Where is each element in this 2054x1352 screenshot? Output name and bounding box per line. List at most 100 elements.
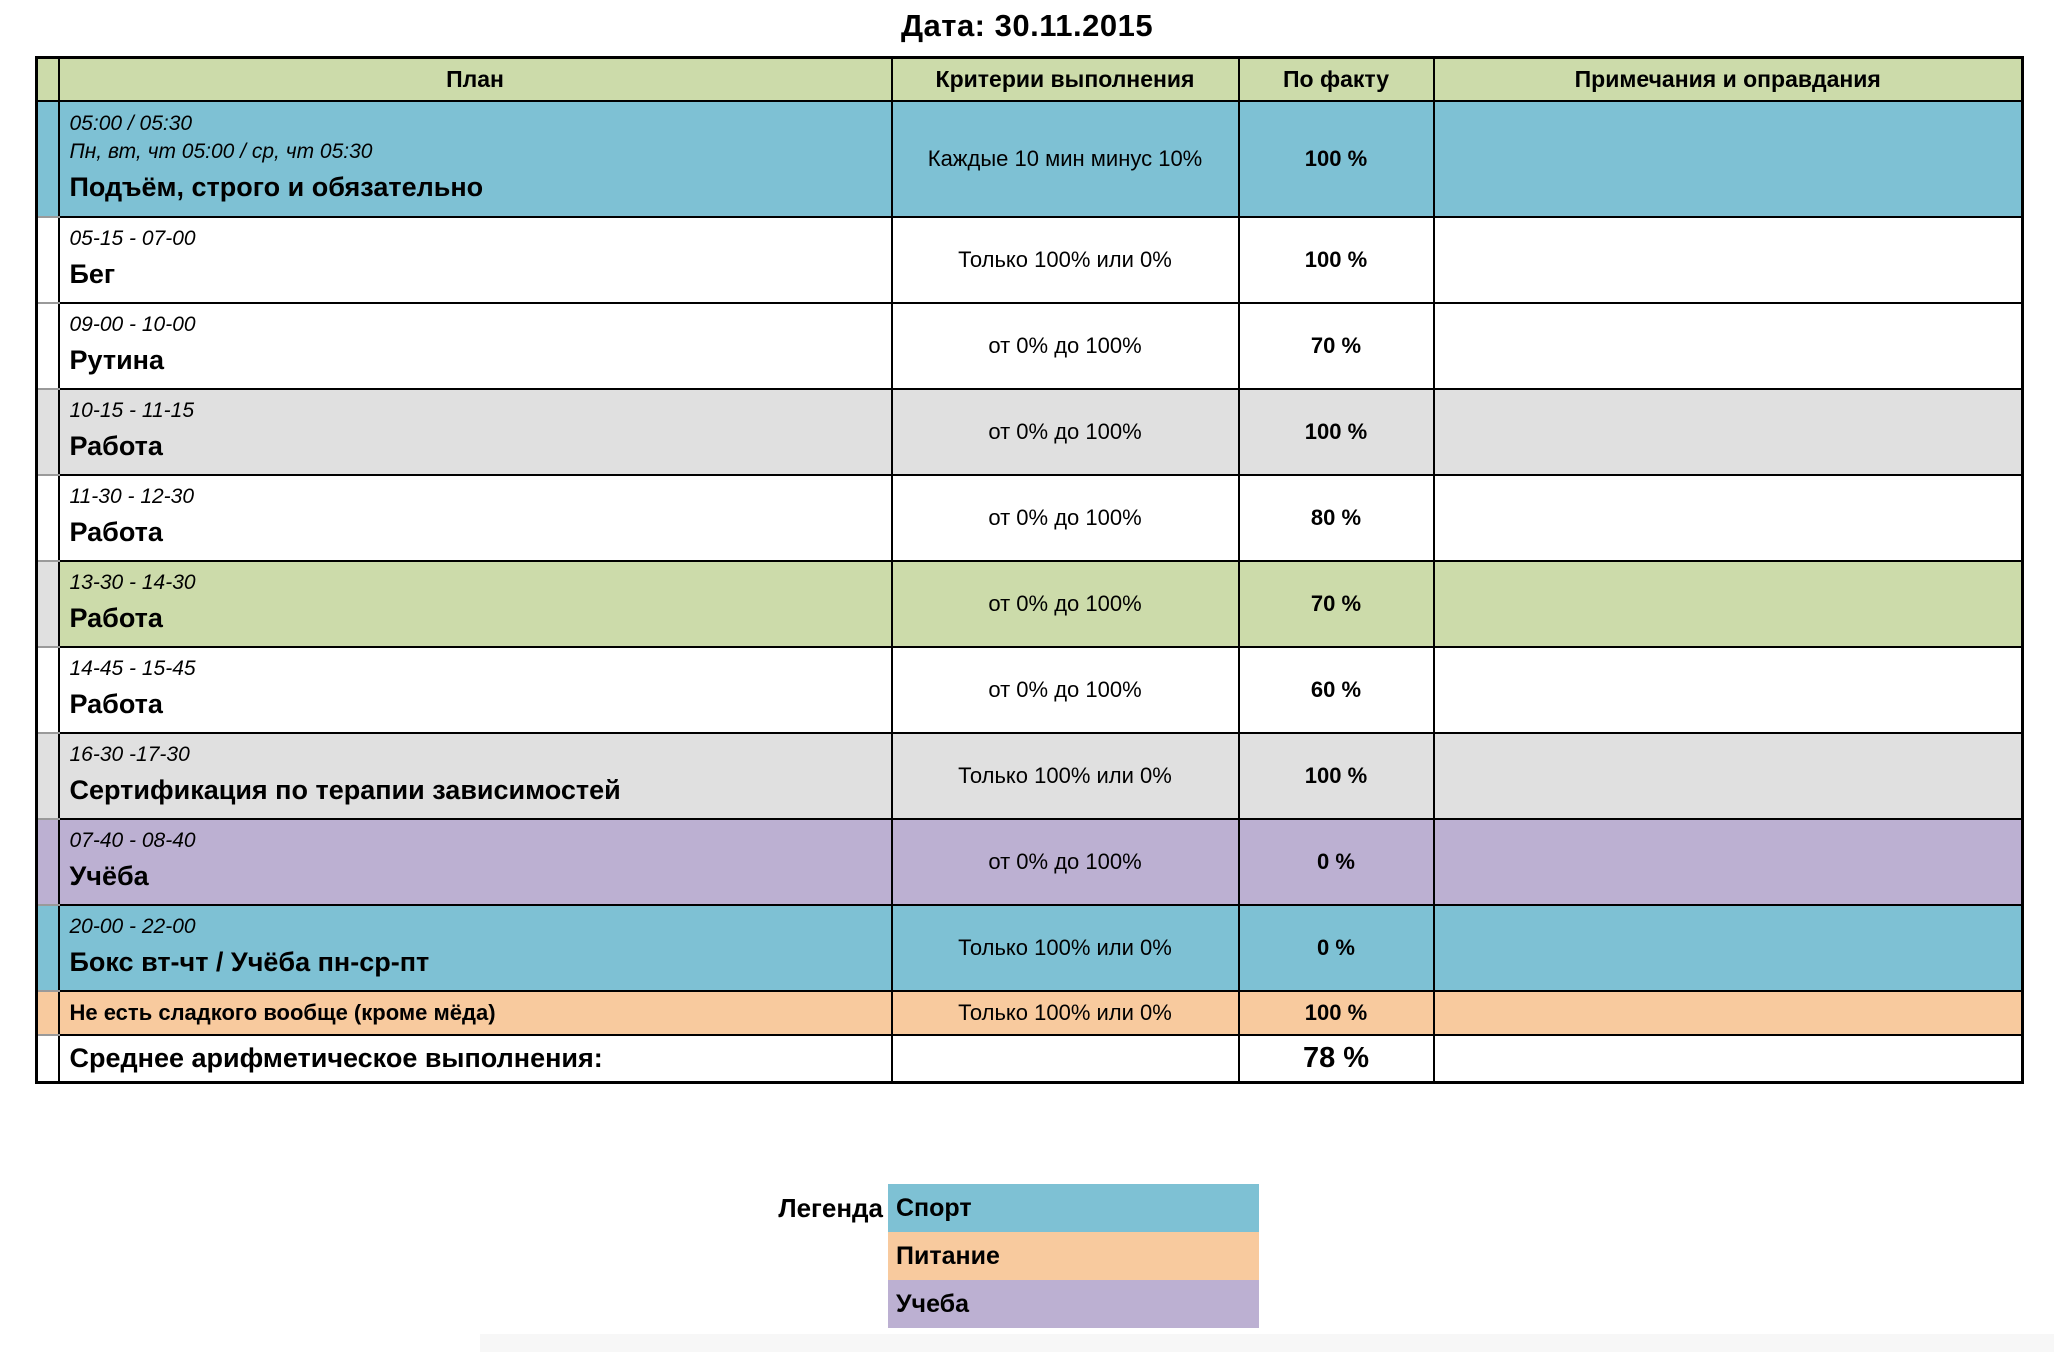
fact-cell: 100 % [1237,99,1435,218]
category-band [35,817,60,906]
notes-cell [1432,473,2024,562]
legend-items: Спорт Питание Учеба [888,1184,1259,1328]
task-name: Учёба [69,860,149,891]
task-name: Работа [69,688,163,719]
criteria-cell: от 0% до 100% [890,645,1240,734]
criteria-cell: Только 100% или 0% [890,989,1240,1036]
fact-cell: 100 % [1237,387,1435,476]
header-fact: По факту [1237,56,1435,102]
plan-cell: 05-15 - 07-00 Бег [57,215,893,304]
table-row: 14-45 - 15-45 Работа от 0% до 100% 60 % [35,645,2024,734]
task-name: Рутина [69,344,165,375]
task-name: Работа [69,602,163,633]
table-row: 11-30 - 12-30 Работа от 0% до 100% 80 % [35,473,2024,562]
notes-cell [1432,645,2024,734]
time-range: 10-15 - 11-15 [69,398,195,422]
notes-cell [1432,301,2024,390]
time-range: 09-00 - 10-00 [69,312,196,336]
legend-item: Спорт [888,1184,1259,1232]
task-name: Работа [69,516,163,547]
time-range: 14-45 - 15-45 [69,656,196,680]
table-row: 09-00 - 10-00 Рутина от 0% до 100% 70 % [35,301,2024,390]
time-range: 13-30 - 14-30 [69,570,196,594]
summary-notes-cell [1432,1033,2024,1084]
notes-cell [1432,989,2024,1036]
category-band [35,731,60,820]
plan-cell: 11-30 - 12-30 Работа [57,473,893,562]
time-range: 05-15 - 07-00 [69,226,196,250]
plan-cell: 14-45 - 15-45 Работа [57,645,893,734]
plan-table: План Критерии выполнения По факту Примеч… [35,56,2024,1084]
category-band [35,559,60,648]
time-range-2: Пн, вт, чт 05:00 / ср, чт 05:30 [69,139,373,163]
table-row: 16-30 -17-30 Сертификация по терапии зав… [35,731,2024,820]
fact-cell: 70 % [1237,301,1435,390]
time-range: 07-40 - 08-40 [69,828,196,852]
fact-cell: 60 % [1237,645,1435,734]
table-row: 05-15 - 07-00 Бег Только 100% или 0% 100… [35,215,2024,304]
fact-cell: 0 % [1237,903,1435,992]
notes-cell [1432,903,2024,992]
criteria-cell: Только 100% или 0% [890,903,1240,992]
time-range: 11-30 - 12-30 [69,484,195,508]
notes-cell [1432,215,2024,304]
notes-cell [1432,99,2024,218]
table-row: 20-00 - 22-00 Бокс вт-чт / Учёба пн-ср-п… [35,903,2024,992]
header-band-cell [35,56,60,102]
summary-criteria-cell [890,1033,1240,1084]
fact-cell: 0 % [1237,817,1435,906]
criteria-cell: Каждые 10 мин минус 10% [890,99,1240,218]
task-name: Бокс вт-чт / Учёба пн-ср-пт [69,946,430,977]
plan-cell: 05:00 / 05:30 Пн, вт, чт 05:00 / ср, чт … [57,99,893,218]
plan-cell: 10-15 - 11-15 Работа [57,387,893,476]
category-band [35,645,60,734]
legend-item: Питание [888,1232,1259,1280]
legend-item: Учеба [888,1280,1259,1328]
header-row: План Критерии выполнения По факту Примеч… [35,56,2024,102]
table-row: 10-15 - 11-15 Работа от 0% до 100% 100 % [35,387,2024,476]
criteria-cell: Только 100% или 0% [890,731,1240,820]
plan-cell: 16-30 -17-30 Сертификация по терапии зав… [57,731,893,820]
bottom-strip [480,1334,2054,1352]
notes-cell [1432,559,2024,648]
task-name: Не есть сладкого вообще (кроме мёда) [69,999,496,1025]
fact-cell: 80 % [1237,473,1435,562]
header-notes: Примечания и оправдания [1432,56,2024,102]
criteria-cell: от 0% до 100% [890,387,1240,476]
plan-cell: 13-30 - 14-30 Работа [57,559,893,648]
criteria-cell: от 0% до 100% [890,559,1240,648]
plan-cell: 07-40 - 08-40 Учёба [57,817,893,906]
fact-cell: 70 % [1237,559,1435,648]
notes-cell [1432,731,2024,820]
category-band [35,989,60,1036]
time-range: 05:00 / 05:30 [69,111,193,135]
category-band [35,473,60,562]
page-title: Дата: 30.11.2015 [900,8,1154,43]
table-row: 13-30 - 14-30 Работа от 0% до 100% 70 % [35,559,2024,648]
summary-fact-cell: 78 % [1237,1033,1435,1084]
task-name: Подъём, строго и обязательно [69,171,484,202]
criteria-cell: Только 100% или 0% [890,215,1240,304]
legend-label: Легенда [778,1193,883,1223]
category-band [35,215,60,304]
plan-cell: Не есть сладкого вообще (кроме мёда) [57,989,893,1036]
task-name: Работа [69,430,163,461]
criteria-cell: от 0% до 100% [890,817,1240,906]
legend: Легенда Спорт Питание Учеба [0,1184,2054,1328]
task-name: Сертификация по терапии зависимостей [69,774,621,805]
category-band [35,1033,60,1084]
summary-label-cell: Среднее арифметическое выполнения: [57,1033,893,1084]
table-row: Не есть сладкого вообще (кроме мёда) Тол… [35,989,2024,1036]
task-name: Бег [69,258,116,289]
fact-cell: 100 % [1237,989,1435,1036]
fact-cell: 100 % [1237,215,1435,304]
notes-cell [1432,387,2024,476]
time-range: 16-30 -17-30 [69,742,190,766]
table-row: 05:00 / 05:30 Пн, вт, чт 05:00 / ср, чт … [35,99,2024,218]
table-row: 07-40 - 08-40 Учёба от 0% до 100% 0 % [35,817,2024,906]
category-band [35,301,60,390]
time-range: 20-00 - 22-00 [69,914,196,938]
summary-row: Среднее арифметическое выполнения: 78 % [35,1033,2024,1084]
header-plan: План [57,56,893,102]
plan-cell: 20-00 - 22-00 Бокс вт-чт / Учёба пн-ср-п… [57,903,893,992]
